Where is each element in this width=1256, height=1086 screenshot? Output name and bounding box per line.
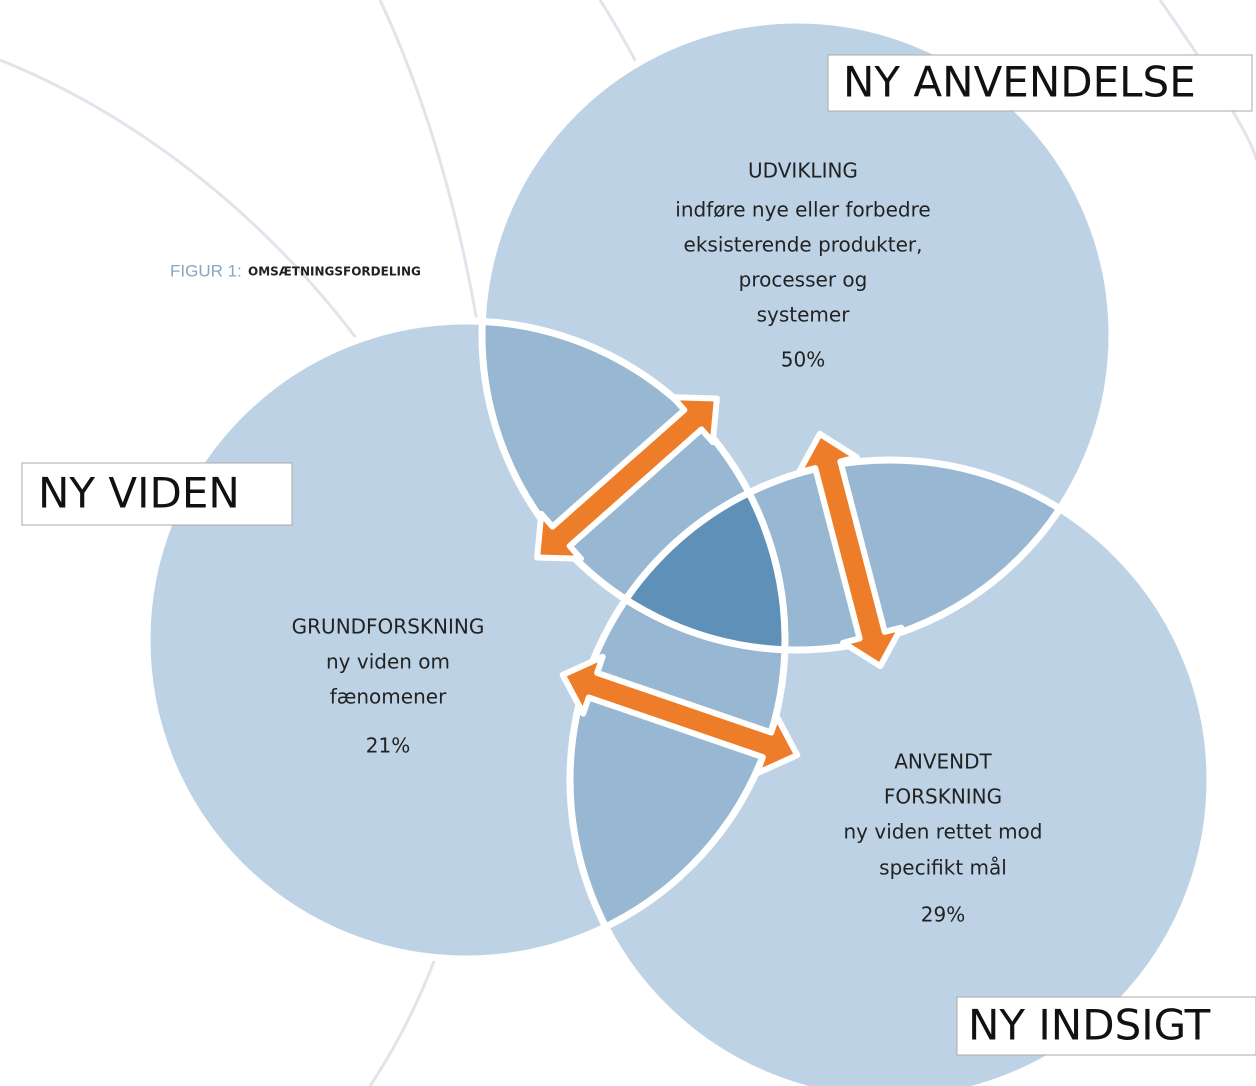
description: processer og	[739, 268, 868, 292]
description: systemer	[757, 303, 851, 327]
heading: GRUNDFORSKNING	[292, 615, 485, 639]
circle-box-label: NY VIDEN	[38, 469, 240, 518]
description: ny viden rettet mod	[844, 820, 1043, 844]
circles	[143, 16, 1214, 1086]
label-box	[21, 462, 293, 526]
heading: ANVENDT	[894, 750, 992, 774]
arrow	[559, 653, 801, 777]
center-overlap	[570, 460, 785, 650]
description: ny viden om	[326, 650, 450, 674]
description: specifikt mål	[879, 856, 1007, 880]
label-box	[956, 996, 1256, 1056]
figure-title: OMSÆTNINGSFORDELING	[248, 265, 421, 279]
share: 21%	[366, 734, 410, 758]
circle-outline	[566, 456, 1214, 1086]
arrow	[795, 430, 905, 670]
heading: UDVIKLING	[748, 159, 858, 183]
circle-box-label: NY ANVENDELSE	[843, 58, 1196, 107]
arrows	[534, 394, 905, 777]
figure-label: FIGUR 1:	[170, 261, 242, 280]
circle-outline	[478, 16, 1116, 654]
heading: FORSKNING	[884, 785, 1002, 809]
share: 50%	[781, 348, 825, 372]
arrow	[534, 394, 720, 562]
description: eksisterende produkter,	[684, 233, 923, 257]
description: fænomener	[330, 685, 447, 709]
circle-box-label: NY INDSIGT	[968, 1001, 1211, 1050]
label-box	[827, 54, 1253, 112]
circle-outline	[143, 317, 789, 963]
description: indføre nye eller forbedre	[675, 198, 930, 222]
share: 29%	[921, 903, 965, 927]
